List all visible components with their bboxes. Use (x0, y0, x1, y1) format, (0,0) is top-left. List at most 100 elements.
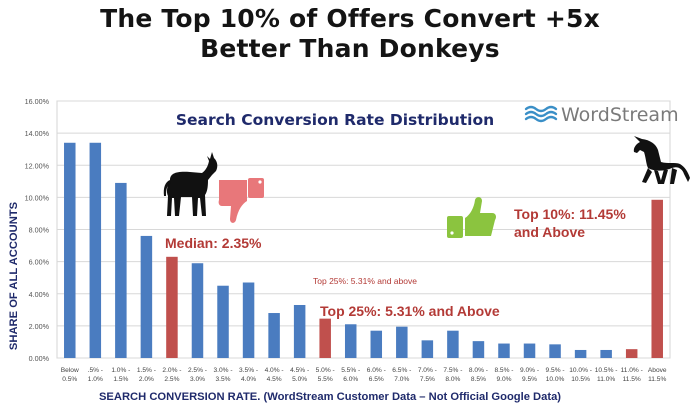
x-tick-label: 7.5% - (443, 367, 462, 374)
x-tick-label: 9.0% - (520, 367, 539, 374)
x-tick-label: 3.5% (216, 376, 231, 383)
unicorn-icon (633, 136, 690, 184)
x-tick-label: 7.0% - (418, 367, 437, 374)
bar (242, 282, 255, 358)
bar (191, 263, 204, 358)
bar (140, 235, 153, 358)
thumb-dot (258, 180, 262, 184)
x-tick-label: 10.0% (546, 376, 565, 383)
x-tick-label: 8.5% (471, 376, 486, 383)
x-tick-label: 4.0% (241, 376, 256, 383)
thumb-cuff (248, 178, 264, 198)
x-tick-label: Below (61, 367, 79, 374)
thumb-dot (450, 231, 454, 235)
top25-small-annotation: Top 25%: 5.31% and above (313, 276, 417, 286)
x-tick-label: 6.5% - (392, 367, 411, 374)
bar (651, 199, 663, 358)
wave-line (524, 105, 558, 113)
x-tick-label: 1.0% (88, 376, 103, 383)
x-tick-label: 0.5% (62, 376, 77, 383)
thumbs-up-icon (447, 197, 496, 238)
x-tick-label: 1.5% - (137, 367, 156, 374)
thumb-hand (218, 180, 247, 223)
x-tick-label: 10.5% (571, 376, 590, 383)
x-tick-label: 11.0% (597, 376, 615, 383)
x-tick-label: 6.0% (343, 376, 358, 383)
headline-line-1: The Top 10% of Offers Convert +5x (100, 4, 600, 33)
y-tick-label: 2.00% (29, 322, 50, 331)
x-tick-label: 2.5% - (188, 367, 207, 374)
x-axis-title: SEARCH CONVERSION RATE. (WordStream Cust… (99, 391, 561, 403)
y-tick-label: 0.00% (29, 354, 50, 363)
unicorn-body (633, 136, 690, 182)
x-tick-label: 8.0% (445, 376, 460, 383)
wordstream-logo: WordStream (524, 104, 679, 126)
x-tick-label: 11.5% (648, 376, 666, 383)
x-tick-label: 11.0% - (621, 367, 643, 374)
x-tick-label: 11.5% (623, 376, 641, 383)
unicorn-front-leg-2 (654, 170, 662, 184)
y-tick-label: 12.00% (25, 161, 50, 170)
x-tick-label: 9.5% (522, 376, 537, 383)
bar (64, 142, 76, 358)
y-tick-label: 16.00% (25, 97, 50, 106)
x-tick-label: .5% - (88, 367, 103, 374)
chart-title: Search Conversion Rate Distribution (176, 111, 494, 129)
top25-annotation: Top 25%: 5.31% and Above (320, 303, 500, 319)
bar (421, 340, 434, 358)
median-annotation: Median: 2.35% (165, 235, 262, 251)
x-tick-label: 9.0% (496, 376, 511, 383)
x-tick-label: 2.0% - (162, 367, 181, 374)
wave-line (524, 110, 558, 118)
x-tick-label: 2.5% (164, 376, 179, 383)
x-tick-label: Above (648, 367, 667, 374)
bar (447, 330, 459, 358)
headline-line-2: Better Than Donkeys (200, 34, 500, 63)
bar (89, 142, 102, 358)
y-tick-label: 4.00% (29, 290, 50, 299)
bar (472, 341, 485, 358)
x-tick-label: 7.0% (394, 376, 409, 383)
wordstream-waves-icon (524, 105, 558, 123)
x-tick-label: 5.0% (292, 376, 307, 383)
unicorn-front-leg (642, 168, 652, 183)
x-tick-label: 6.0% - (367, 367, 386, 374)
x-tick-label: 9.5% - (546, 367, 565, 374)
bar (319, 318, 331, 358)
donkey-body (166, 152, 218, 216)
y-tick-label: 8.00% (29, 226, 50, 235)
x-tick-label: 10.5% - (595, 367, 618, 374)
unicorn-back-leg (670, 168, 677, 184)
y-tick-label: 10.00% (25, 193, 50, 202)
bar (268, 313, 280, 358)
thumbs-down-icon (218, 178, 264, 223)
x-tick-label: 7.5% (420, 376, 435, 383)
y-axis-title: SHARE OF ALL ACCOUNTS (8, 201, 20, 350)
x-tick-label: 1.5% (113, 376, 128, 383)
donkey-icon (163, 152, 218, 216)
bar (498, 343, 510, 358)
bar (600, 349, 612, 358)
bar (217, 285, 229, 358)
bar (344, 324, 357, 358)
x-tick-label: 4.5% - (290, 367, 309, 374)
donkey-tail (163, 180, 171, 196)
bar (293, 304, 306, 358)
wordstream-logo-text: WordStream (561, 104, 679, 126)
bar (549, 344, 561, 358)
x-tick-label: 4.5% (267, 376, 282, 383)
x-tick-label: 3.0% (190, 376, 205, 383)
x-tick-label: 4.0% - (265, 367, 284, 374)
bar (625, 349, 638, 358)
x-tick-label: 8.0% - (469, 367, 488, 374)
bar (574, 349, 587, 358)
x-tick-label: 3.0% - (213, 367, 232, 374)
x-tick-label: 5.5% (318, 376, 333, 383)
bar (370, 330, 383, 358)
bar (523, 343, 536, 358)
x-tick-label: 10.0% - (569, 367, 592, 374)
unicorn-back-leg-2 (660, 169, 668, 184)
headline: The Top 10% of Offers Convert +5x Better… (0, 4, 700, 64)
bar (396, 326, 408, 358)
